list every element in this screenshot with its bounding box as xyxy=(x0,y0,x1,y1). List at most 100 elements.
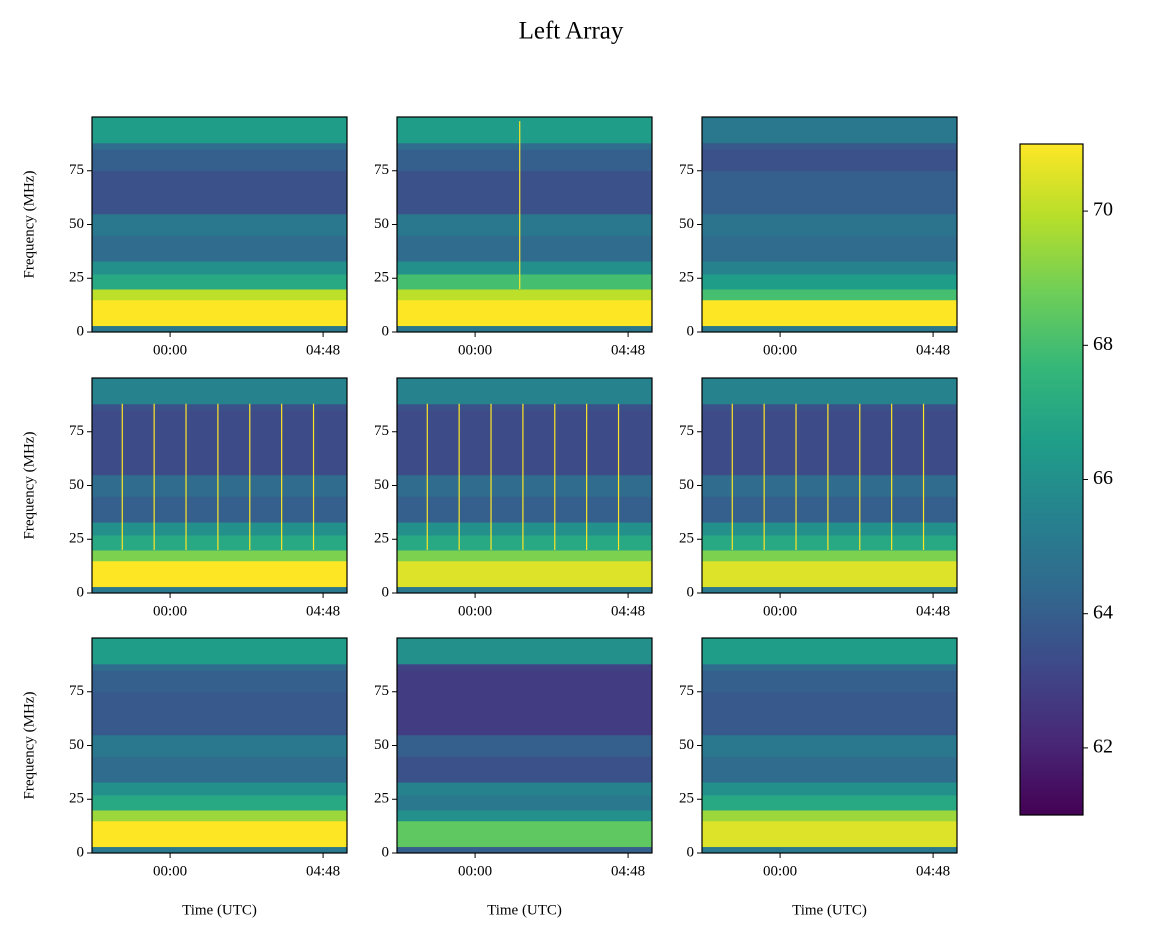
y-tick-label: 50 xyxy=(374,216,389,232)
x-tick-label: 04:48 xyxy=(916,342,950,358)
y-tick-label: 50 xyxy=(69,477,84,493)
heat-cell xyxy=(397,534,652,551)
y-axis-label: Frequency (MHz) xyxy=(21,432,37,540)
x-axis-label: Time (UTC) xyxy=(182,902,257,918)
heat-cell xyxy=(397,325,652,332)
y-tick-label: 25 xyxy=(69,270,84,286)
heat-cell xyxy=(397,170,652,215)
y-tick-label: 0 xyxy=(687,323,695,339)
panel xyxy=(92,638,347,853)
heat-cell xyxy=(92,474,347,497)
heat-cell xyxy=(92,289,347,301)
heat-cell xyxy=(397,560,652,588)
heat-cell xyxy=(702,431,957,476)
heat-cell xyxy=(92,403,347,411)
panel xyxy=(397,117,652,332)
heat-cell xyxy=(397,663,652,671)
heat-cell xyxy=(702,534,957,551)
x-tick-label: 00:00 xyxy=(763,863,797,879)
x-tick-label: 04:48 xyxy=(611,863,645,879)
heat-cell xyxy=(92,638,347,665)
x-tick-label: 04:48 xyxy=(306,603,340,619)
panel xyxy=(92,378,347,593)
heat-cell xyxy=(702,325,957,332)
heat-cell xyxy=(92,117,347,144)
y-tick-label: 0 xyxy=(77,323,85,339)
heat-cell xyxy=(397,756,652,783)
y-tick-label: 75 xyxy=(69,683,84,699)
heat-cell xyxy=(702,638,957,665)
heat-cell xyxy=(702,299,957,327)
heat-cell xyxy=(397,550,652,562)
heat-cell xyxy=(92,142,347,150)
y-tick-label: 75 xyxy=(679,683,694,699)
heat-cell xyxy=(92,846,347,853)
x-tick-label: 00:00 xyxy=(763,603,797,619)
y-tick-label: 75 xyxy=(679,162,694,178)
heat-cell xyxy=(397,782,652,796)
heat-cell xyxy=(702,403,957,411)
y-tick-label: 50 xyxy=(69,216,84,232)
heat-cell xyxy=(92,734,347,757)
heat-cell xyxy=(397,378,652,405)
y-tick-label: 25 xyxy=(374,791,389,807)
heat-cell xyxy=(92,550,347,562)
heat-cell xyxy=(92,810,347,822)
heat-cell xyxy=(397,149,652,172)
x-tick-label: 04:48 xyxy=(611,603,645,619)
heat-cell xyxy=(92,522,347,536)
heat-cell xyxy=(397,213,652,236)
x-tick-label: 00:00 xyxy=(763,342,797,358)
heat-cell xyxy=(702,496,957,523)
y-tick-label: 50 xyxy=(679,737,694,753)
heat-cell xyxy=(397,273,652,290)
x-tick-label: 04:48 xyxy=(916,863,950,879)
heat-cell xyxy=(92,378,347,405)
heat-cell xyxy=(92,299,347,327)
heat-cell xyxy=(92,670,347,693)
heat-cell xyxy=(397,820,652,848)
heat-cell xyxy=(702,794,957,811)
heat-cell xyxy=(92,273,347,290)
heat-cell xyxy=(92,496,347,523)
heat-cell xyxy=(92,820,347,848)
heat-cell xyxy=(397,734,652,757)
heat-cell xyxy=(702,782,957,796)
heat-cell xyxy=(92,560,347,588)
heat-cell xyxy=(397,496,652,523)
heat-cell xyxy=(397,117,652,144)
x-axis-label: Time (UTC) xyxy=(792,902,867,918)
heat-cell xyxy=(92,170,347,215)
panel xyxy=(92,117,347,332)
y-tick-label: 50 xyxy=(679,477,694,493)
heat-cell xyxy=(397,289,652,301)
heat-cell xyxy=(397,142,652,150)
heat-cell xyxy=(92,325,347,332)
heat-cell xyxy=(702,378,957,405)
x-tick-label: 04:48 xyxy=(306,342,340,358)
colorbar xyxy=(1019,143,1084,816)
y-tick-label: 75 xyxy=(69,162,84,178)
heat-cell xyxy=(702,474,957,497)
x-tick-label: 00:00 xyxy=(153,342,187,358)
x-tick-label: 00:00 xyxy=(458,342,492,358)
heat-cell xyxy=(702,235,957,262)
heat-cell xyxy=(397,846,652,853)
panel xyxy=(397,638,652,853)
heat-cell xyxy=(702,410,957,433)
heat-cell xyxy=(397,670,652,693)
y-tick-label: 0 xyxy=(687,844,695,860)
heat-cell xyxy=(92,586,347,593)
y-tick-label: 50 xyxy=(374,737,389,753)
heat-cell xyxy=(397,474,652,497)
y-tick-label: 25 xyxy=(69,791,84,807)
chart-title: Left Array xyxy=(519,18,624,45)
y-tick-label: 0 xyxy=(382,584,390,600)
x-tick-label: 00:00 xyxy=(153,863,187,879)
y-tick-label: 75 xyxy=(69,423,84,439)
heat-cell xyxy=(92,691,347,736)
heat-cell xyxy=(92,410,347,433)
heat-cell xyxy=(397,638,652,665)
cbar-tick-label: 64 xyxy=(1093,601,1113,623)
